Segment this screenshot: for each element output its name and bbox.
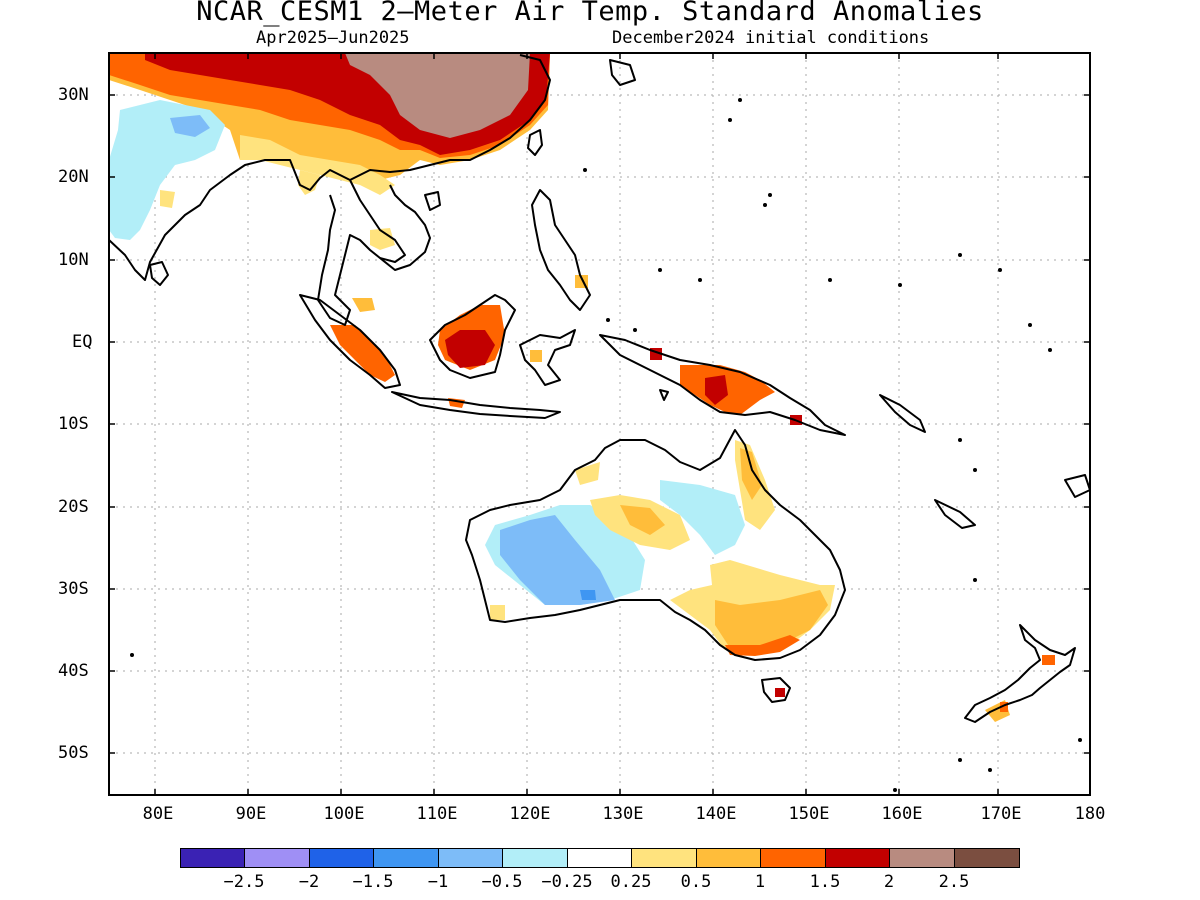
- colorbar-label: −2.5: [223, 872, 265, 892]
- colorbar-swatch: [954, 848, 1020, 868]
- colorbar-label: 2.5: [938, 872, 970, 892]
- lat-label: EQ: [72, 332, 93, 352]
- lon-label: 180: [1074, 804, 1106, 824]
- australia-anomaly-shading: [485, 440, 835, 697]
- lat-label: 10N: [58, 250, 89, 270]
- lon-label: 140E: [695, 804, 737, 824]
- lon-label: 120E: [509, 804, 551, 824]
- colorbar-label: −0.25: [541, 872, 593, 892]
- lat-label: 30N: [58, 85, 89, 105]
- nz-anomaly-shading: [985, 655, 1055, 722]
- lat-label: 50S: [58, 743, 89, 763]
- lon-label: 80E: [142, 804, 174, 824]
- colorbar-swatch: [309, 848, 374, 868]
- lat-label: 20S: [58, 497, 89, 517]
- colorbar-label: 0.5: [680, 872, 712, 892]
- colorbar-swatch: [438, 848, 503, 868]
- colorbar-label: 2: [883, 872, 895, 892]
- gridlines: [109, 53, 1090, 795]
- axis-ticks: [109, 53, 1090, 795]
- colorbar-swatch: [631, 848, 697, 868]
- lon-label: 130E: [602, 804, 644, 824]
- lon-label: 150E: [788, 804, 830, 824]
- lat-label: 10S: [58, 414, 89, 434]
- lon-label: 170E: [980, 804, 1022, 824]
- lon-label: 90E: [235, 804, 267, 824]
- lon-label: 100E: [323, 804, 365, 824]
- asia-anomaly-shading: [109, 53, 550, 250]
- maritime-anomaly-shading: [330, 275, 802, 425]
- map-title: NCAR_CESM1 2—Meter Air Temp. Standard An…: [196, 0, 984, 27]
- lat-label: 20N: [58, 167, 89, 187]
- initial-conditions: December2024 initial conditions: [612, 28, 930, 48]
- colorbar-label: 1: [754, 872, 766, 892]
- coastlines: [108, 54, 1091, 723]
- colorbar-label: −2: [298, 872, 320, 892]
- forecast-period: Apr2025—Jun2025: [256, 28, 410, 48]
- colorbar-label: −0.5: [481, 872, 523, 892]
- colorbar-swatch: [567, 848, 632, 868]
- colorbar-swatch: [373, 848, 439, 868]
- colorbar-label: −1: [427, 872, 449, 892]
- lon-label: 160E: [881, 804, 923, 824]
- colorbar-label: 0.25: [610, 872, 652, 892]
- colorbar-label: −1.5: [352, 872, 394, 892]
- lat-label: 40S: [58, 661, 89, 681]
- colorbar-swatch: [180, 848, 245, 868]
- colorbar-label: 1.5: [809, 872, 841, 892]
- india-anomaly-shading: [109, 100, 225, 240]
- lon-label: 110E: [416, 804, 458, 824]
- colorbar-swatch: [760, 848, 826, 868]
- colorbar-swatch: [244, 848, 310, 868]
- small-islands: [130, 98, 1082, 792]
- lat-label: 30S: [58, 579, 89, 599]
- colorbar-swatch: [889, 848, 955, 868]
- colorbar-swatch: [825, 848, 890, 868]
- colorbar-swatch: [502, 848, 568, 868]
- colorbar-swatch: [696, 848, 761, 868]
